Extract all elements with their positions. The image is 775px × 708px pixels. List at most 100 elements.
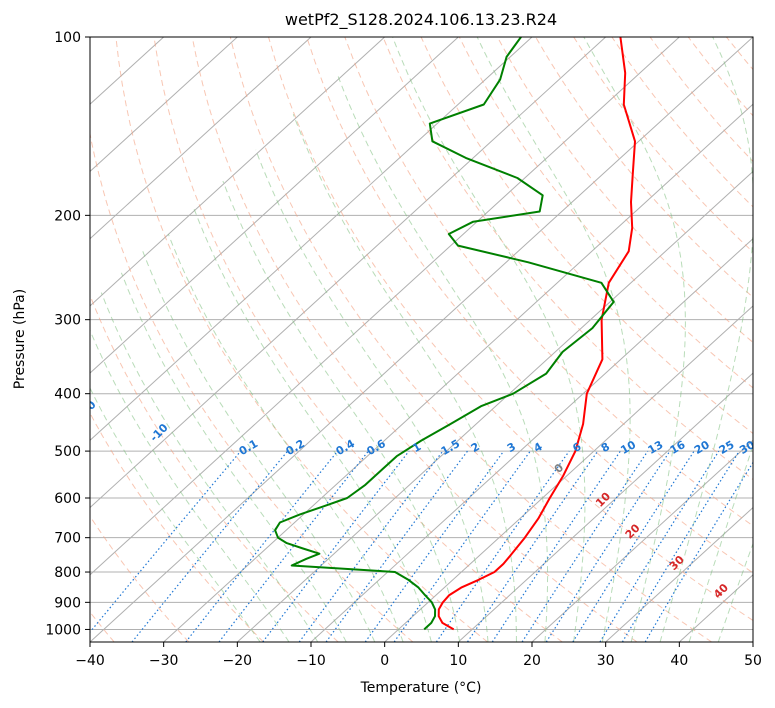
- moist-adiabat: [292, 114, 517, 642]
- mixing-ratio-label: 8: [599, 440, 612, 455]
- isotherm-line: [531, 439, 753, 642]
- mixing-ratio-label: 30: [737, 438, 757, 457]
- mixing-ratio-line: [599, 450, 720, 642]
- mixing-ratio-label: 10: [618, 438, 638, 457]
- mixing-ratio-line: [298, 450, 444, 642]
- mixing-ratio-line: [393, 450, 531, 642]
- x-axis: −40 −30 −20 −10 0 10 20 30 40 50: [75, 642, 762, 669]
- isotherm-line: [163, 103, 753, 642]
- dewpoint-profile: [274, 37, 615, 631]
- isotherm-line: [90, 37, 312, 240]
- moist-adiabat: [659, 37, 753, 642]
- mixing-ratio-label: 20: [692, 438, 712, 457]
- plot-frame: [89, 36, 754, 643]
- isotherm-line: [90, 37, 607, 509]
- isotherm-line: [384, 305, 753, 642]
- y-tick-label: 300: [54, 313, 81, 329]
- moist-adiabat: [120, 272, 347, 642]
- moist-adiabat: [167, 233, 404, 642]
- moist-adiabat: [142, 251, 376, 642]
- moist-adiabat: [255, 149, 489, 642]
- isotherm-line: [752, 641, 753, 642]
- x-tick-label: 0: [380, 653, 389, 669]
- mixing-ratio-label: 0.2: [284, 437, 307, 458]
- dry-adiabat: [90, 131, 414, 642]
- mixing-ratio-line: [435, 450, 570, 642]
- moist-adiabat-label: 40: [711, 581, 731, 601]
- dry-adiabat: [153, 37, 563, 642]
- moist-adiabat-label: 10: [593, 490, 613, 510]
- chart-title: wetPf2_S128.2024.106.13.23.R24: [285, 10, 557, 30]
- moist-adiabat: [193, 208, 432, 642]
- y-tick-label: 500: [54, 444, 81, 460]
- dry-adiabat: [611, 37, 753, 208]
- isotherm-line: [90, 37, 753, 642]
- y-tick-label: 100: [54, 30, 81, 46]
- mixing-ratio-line: [325, 450, 468, 642]
- dry-adiabat: [268, 37, 753, 622]
- moist-adiabat: [336, 72, 549, 642]
- mixing-ratio-line: [466, 450, 599, 642]
- x-tick-label: −20: [223, 653, 253, 669]
- mixing-ratio-line: [491, 450, 621, 642]
- dry-adiabat: [229, 37, 712, 642]
- isotherm-line: [90, 37, 386, 307]
- moist-adiabat: [392, 37, 586, 642]
- mixing-ratio-line: [621, 450, 740, 642]
- y-tick-label: 200: [54, 208, 81, 224]
- x-tick-label: 40: [670, 653, 688, 669]
- mixing-ratio-line: [572, 450, 695, 642]
- y-tick-label: 900: [54, 595, 81, 611]
- mixing-ratio-line: [218, 450, 369, 642]
- dry-adiabat: [306, 37, 753, 574]
- mixing-ratio-label: 1: [410, 440, 423, 455]
- mixing-ratio-label: 16: [668, 438, 688, 457]
- mixing-ratio-label: 2: [469, 440, 482, 455]
- x-axis-title: Temperature (°C): [360, 680, 482, 696]
- moist-adiabat: [100, 292, 319, 642]
- y-axis: 100 200 300 400 500 600 700 800 900 1000: [45, 30, 90, 638]
- dry-adiabat: [90, 412, 264, 642]
- dry-adiabat: [726, 37, 753, 71]
- dry-adiabat: [573, 37, 753, 253]
- dry-adiabat: [420, 37, 753, 435]
- moist-adiabat: [90, 328, 290, 642]
- isotherm-line: [457, 372, 753, 642]
- isotherm-line: [90, 37, 238, 173]
- mixing-ratio-label: 0.1: [237, 437, 260, 458]
- x-tick-label: 50: [744, 653, 762, 669]
- y-axis-title: Pressure (hPa): [12, 289, 28, 389]
- x-tick-label: 20: [523, 653, 541, 669]
- y-tick-label: 1000: [45, 622, 81, 638]
- mixing-ratio-label: 36: [758, 438, 775, 457]
- isotherm-line: [90, 37, 459, 374]
- moist-adiabat: [222, 180, 461, 642]
- dry-adiabat: [649, 37, 753, 163]
- mixing-ratio-label: 25: [717, 438, 737, 457]
- moist-adiabat: [717, 542, 753, 642]
- x-tick-label: −10: [296, 653, 326, 669]
- mixing-ratio-line: [364, 450, 505, 642]
- moist-adiabat: [583, 37, 686, 642]
- isotherm-line: [90, 37, 533, 442]
- mixing-ratio-line: [131, 450, 289, 642]
- isotherm-line: [90, 37, 680, 576]
- mixing-ratio-line: [262, 450, 410, 642]
- mixing-ratio-label: 3: [505, 440, 518, 455]
- dry-adiabat: [687, 37, 753, 117]
- dry-adiabat: [535, 37, 753, 298]
- isotherm-line: [310, 237, 753, 642]
- overlay-labels: 0.10.20.40.611.52346810131620253036-100-…: [75, 398, 775, 601]
- moist-adiabat: [476, 37, 631, 642]
- dry-adiabat: [765, 37, 775, 642]
- mixing-ratio-label: 0.4: [334, 437, 358, 458]
- mixing-ratio-line: [90, 450, 242, 633]
- y-tick-label: 400: [54, 387, 81, 403]
- x-tick-label: −40: [75, 653, 105, 669]
- y-tick-label: 700: [54, 531, 81, 547]
- y-tick-label: 800: [54, 565, 81, 581]
- y-tick-label: 600: [54, 491, 81, 507]
- dry-adiabat-label: -20: [75, 398, 98, 421]
- mixing-ratio-label: 13: [646, 438, 666, 457]
